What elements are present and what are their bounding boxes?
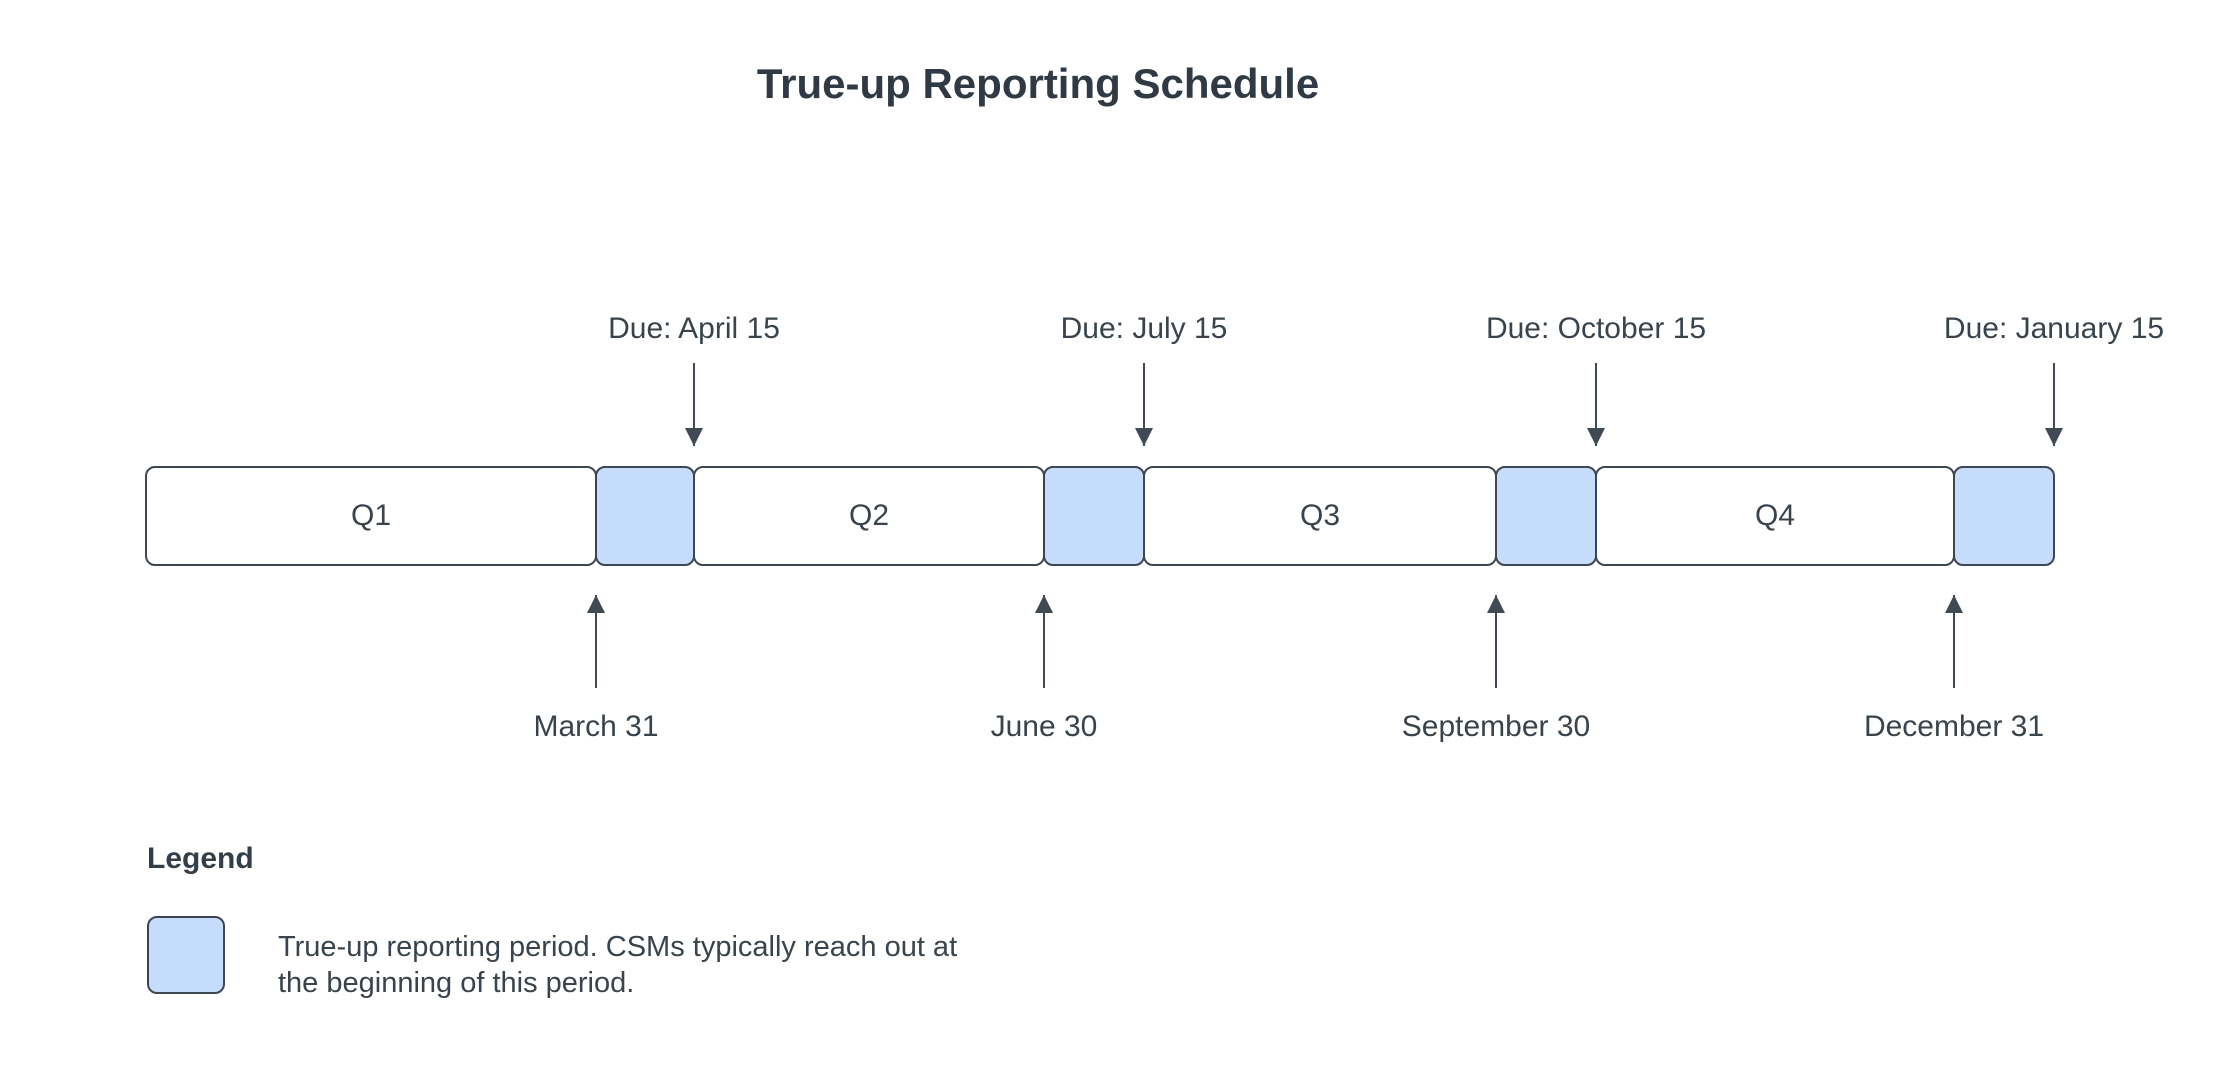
legend-description-line-1: True-up reporting period. CSMs typically… [278, 931, 958, 963]
quarter-box-q4: Q4 [1595, 466, 1955, 566]
period-end-label-december: December 31 [1863, 710, 2045, 743]
highlight-box-q1-trueup [595, 466, 695, 566]
period-end-label-march: March 31 [533, 710, 659, 743]
due-label-april: Due: April 15 [608, 312, 780, 345]
quarter-box-q2: Q2 [693, 466, 1045, 566]
quarter-label-q3: Q3 [1299, 499, 1341, 532]
due-label-july: Due: July 15 [1060, 312, 1228, 345]
due-label-january: Due: January 15 [1943, 312, 2165, 345]
quarter-label-q1: Q1 [350, 499, 392, 532]
due-label-october: Due: October 15 [1485, 312, 1707, 345]
period-end-label-september: September 30 [1401, 710, 1591, 743]
page-title: True-up Reporting Schedule [756, 60, 1320, 107]
highlight-box-q4-trueup [1953, 466, 2055, 566]
quarter-label-q2: Q2 [848, 499, 890, 532]
legend-swatch [147, 916, 225, 994]
highlight-box-q3-trueup [1495, 466, 1597, 566]
quarter-label-q4: Q4 [1754, 499, 1796, 532]
quarter-box-q1: Q1 [145, 466, 597, 566]
legend-description: True-up reporting period. CSMs typically… [278, 929, 957, 1001]
quarter-box-q3: Q3 [1143, 466, 1497, 566]
period-end-label-june: June 30 [990, 710, 1098, 743]
highlight-box-q2-trueup [1043, 466, 1145, 566]
legend-title: Legend [147, 842, 254, 875]
legend-description-line-2: the beginning of this period. [278, 967, 635, 999]
